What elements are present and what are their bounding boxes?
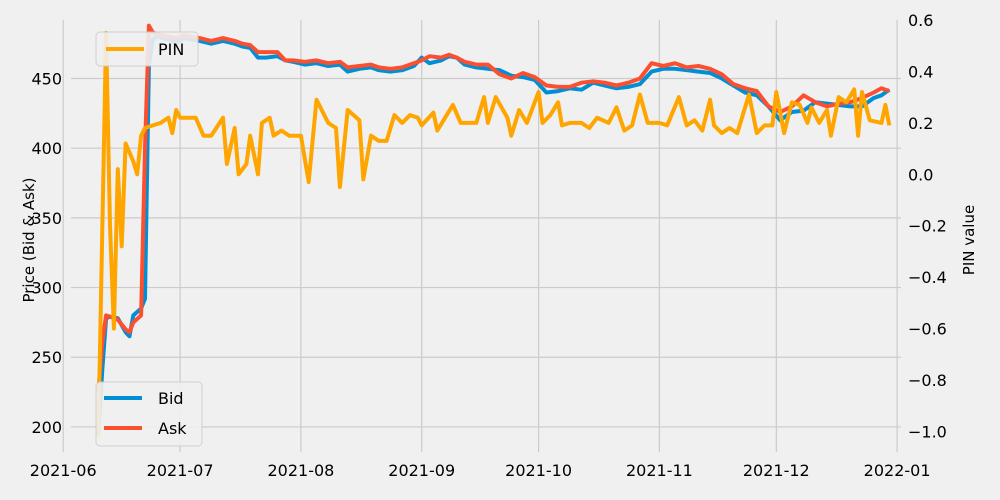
legend-top-frame <box>95 31 199 67</box>
y2-tick-label: −0.6 <box>908 320 947 339</box>
legend-top: PIN <box>95 31 199 67</box>
y2-tick-label: 0.6 <box>908 11 933 30</box>
legend-label-ask: Ask <box>158 419 187 438</box>
x-tick-label: 2022-01 <box>864 461 931 480</box>
x-tick-label: 2021-10 <box>505 461 572 480</box>
y-tick-label: 400 <box>31 139 62 158</box>
y2-tick-label: 0.4 <box>908 62 933 81</box>
x-tick-label: 2021-07 <box>147 461 214 480</box>
x-axis: 2021-06 2021-07 2021-08 2021-09 2021-10 2021-… <box>30 461 931 480</box>
y2-tick-label: −0.8 <box>908 371 947 390</box>
x-tick-label: 2021-11 <box>626 461 693 480</box>
x-tick-label: 2021-08 <box>267 461 334 480</box>
y-axis-title: Price (Bid & Ask) <box>20 177 38 302</box>
y-tick-label: 350 <box>31 209 62 228</box>
x-tick-label: 2021-09 <box>388 461 455 480</box>
y-axis-right: −1.0 −0.8 −0.6 −0.4 −0.2 0.0 0.2 0.4 0.6 <box>908 11 947 441</box>
y-tick-label: 200 <box>31 418 62 437</box>
y2-tick-label: −0.2 <box>908 217 947 236</box>
y-tick-label: 450 <box>31 70 62 89</box>
y2-tick-label: 0.2 <box>908 114 933 133</box>
y-tick-label: 300 <box>31 279 62 298</box>
x-tick-label: 2021-12 <box>743 461 810 480</box>
y2-axis-title: PIN value <box>960 205 978 275</box>
y2-tick-label: 0.0 <box>908 165 933 184</box>
series-line-pin <box>96 30 892 437</box>
grid <box>62 20 901 452</box>
legend-label-bid: Bid <box>158 389 184 408</box>
legend-bottom: Bid Ask <box>95 381 203 447</box>
y-tick-label: 250 <box>31 348 62 367</box>
y2-tick-label: −0.4 <box>908 268 947 287</box>
legend-label-pin: PIN <box>158 40 184 59</box>
y-axis-left: 200 250 300 350 400 450 <box>31 70 62 437</box>
y2-tick-label: −1.0 <box>908 422 947 441</box>
x-tick-label: 2021-06 <box>30 461 97 480</box>
